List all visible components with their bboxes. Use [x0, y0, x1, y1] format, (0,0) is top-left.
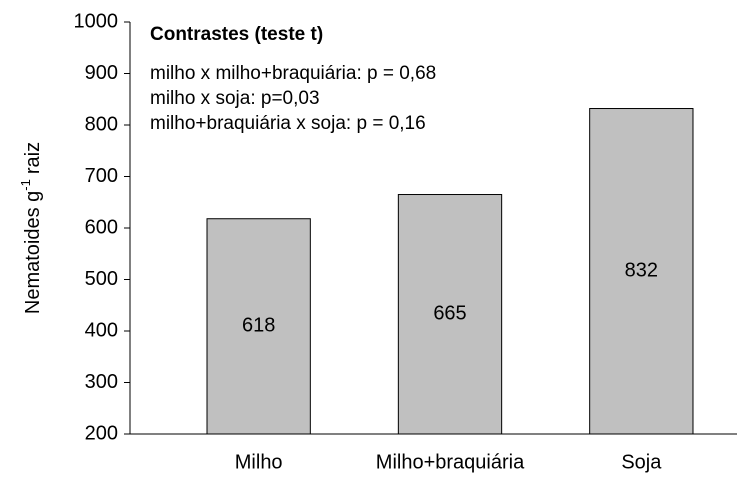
bar — [206, 218, 311, 435]
y-tick-label: 200 — [85, 422, 118, 444]
y-axis-label: Nematoides g-1 raiz — [18, 142, 44, 314]
y-label-text: Nematoides g — [22, 191, 44, 314]
value-label: 832 — [625, 260, 658, 282]
x-tick-label: Milho — [235, 451, 283, 473]
annotation-title: Contrastes (teste t) — [150, 24, 323, 45]
y-tick-label: 700 — [85, 165, 118, 187]
y-label-superscript: -1 — [18, 179, 33, 191]
y-tick-label: 400 — [85, 319, 118, 341]
annotation-line: milho x milho+braquiária: p = 0,68 — [150, 63, 436, 84]
y-label-suffix: raiz — [22, 142, 44, 174]
x-tick-label: Milho+braquiária — [376, 451, 525, 473]
y-tick-label: 900 — [85, 62, 118, 84]
annotation-line: milho x soja: p=0,03 — [150, 88, 320, 109]
y-tick-label: 600 — [85, 216, 118, 238]
value-label: 665 — [433, 303, 466, 325]
y-tick-label: 500 — [85, 268, 118, 290]
x-tick-label: Soja — [621, 451, 662, 473]
annotation-line: milho+braquiária x soja: p = 0,16 — [150, 113, 426, 134]
y-tick-label: 800 — [85, 113, 118, 135]
y-tick-label: 300 — [85, 371, 118, 393]
y-tick-label: 1000 — [74, 10, 119, 32]
value-label: 618 — [242, 315, 275, 337]
